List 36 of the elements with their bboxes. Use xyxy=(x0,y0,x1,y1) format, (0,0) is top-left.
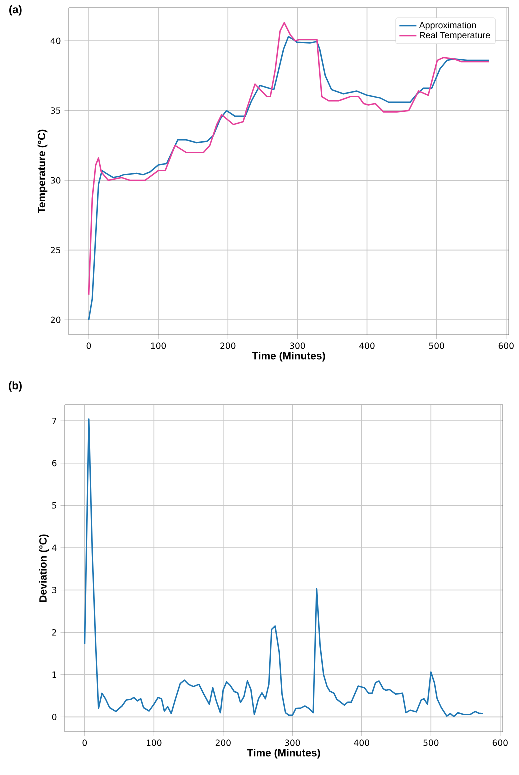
y-tick-label: 7 xyxy=(52,418,57,424)
chart-title: (b) xyxy=(9,382,22,392)
y-tick-label: 2 xyxy=(52,629,56,636)
y-tick-label: 35 xyxy=(51,108,60,114)
x-axis-title: Time (Minutes) xyxy=(247,749,320,759)
x-tick-label: 200 xyxy=(216,740,231,746)
legend-label: Real Temperature xyxy=(420,32,490,40)
y-axis-title: Deviation (°C) xyxy=(39,534,49,602)
y-tick-label: 20 xyxy=(51,316,61,324)
x-tick-label: 400 xyxy=(354,740,370,746)
x-axis-title: Time (Minutes) xyxy=(252,352,326,362)
x-tick-label: 0 xyxy=(82,740,88,746)
y-tick-label: 5 xyxy=(52,502,56,509)
line-series xyxy=(84,418,484,718)
y-tick-label: 25 xyxy=(51,247,60,254)
y-tick-label: 30 xyxy=(51,177,61,184)
chart-title: (a) xyxy=(10,6,22,16)
x-tick-label: 300 xyxy=(290,342,306,350)
x-tick-label: 500 xyxy=(429,342,444,350)
x-tick-label: 100 xyxy=(147,740,162,746)
y-tick-label: 1 xyxy=(52,672,56,678)
x-tick-label: 600 xyxy=(492,740,508,746)
x-tick-label: 100 xyxy=(151,342,166,350)
y-tick-label: 6 xyxy=(52,460,57,467)
x-tick-label: 500 xyxy=(424,740,439,746)
legend-label: Approximation xyxy=(419,22,476,30)
x-tick-label: 300 xyxy=(285,740,300,746)
x-tick-label: 200 xyxy=(220,342,236,350)
y-tick-label: 3 xyxy=(52,587,57,594)
y-tick-label: 0 xyxy=(52,714,57,720)
y-tick-label: 40 xyxy=(50,38,61,44)
x-tick-label: 600 xyxy=(498,342,514,350)
x-tick-label: 0 xyxy=(86,342,92,350)
y-axis-title: Temperature (°C) xyxy=(38,130,48,214)
x-tick-label: 400 xyxy=(360,342,375,350)
y-tick-label: 4 xyxy=(52,544,57,552)
